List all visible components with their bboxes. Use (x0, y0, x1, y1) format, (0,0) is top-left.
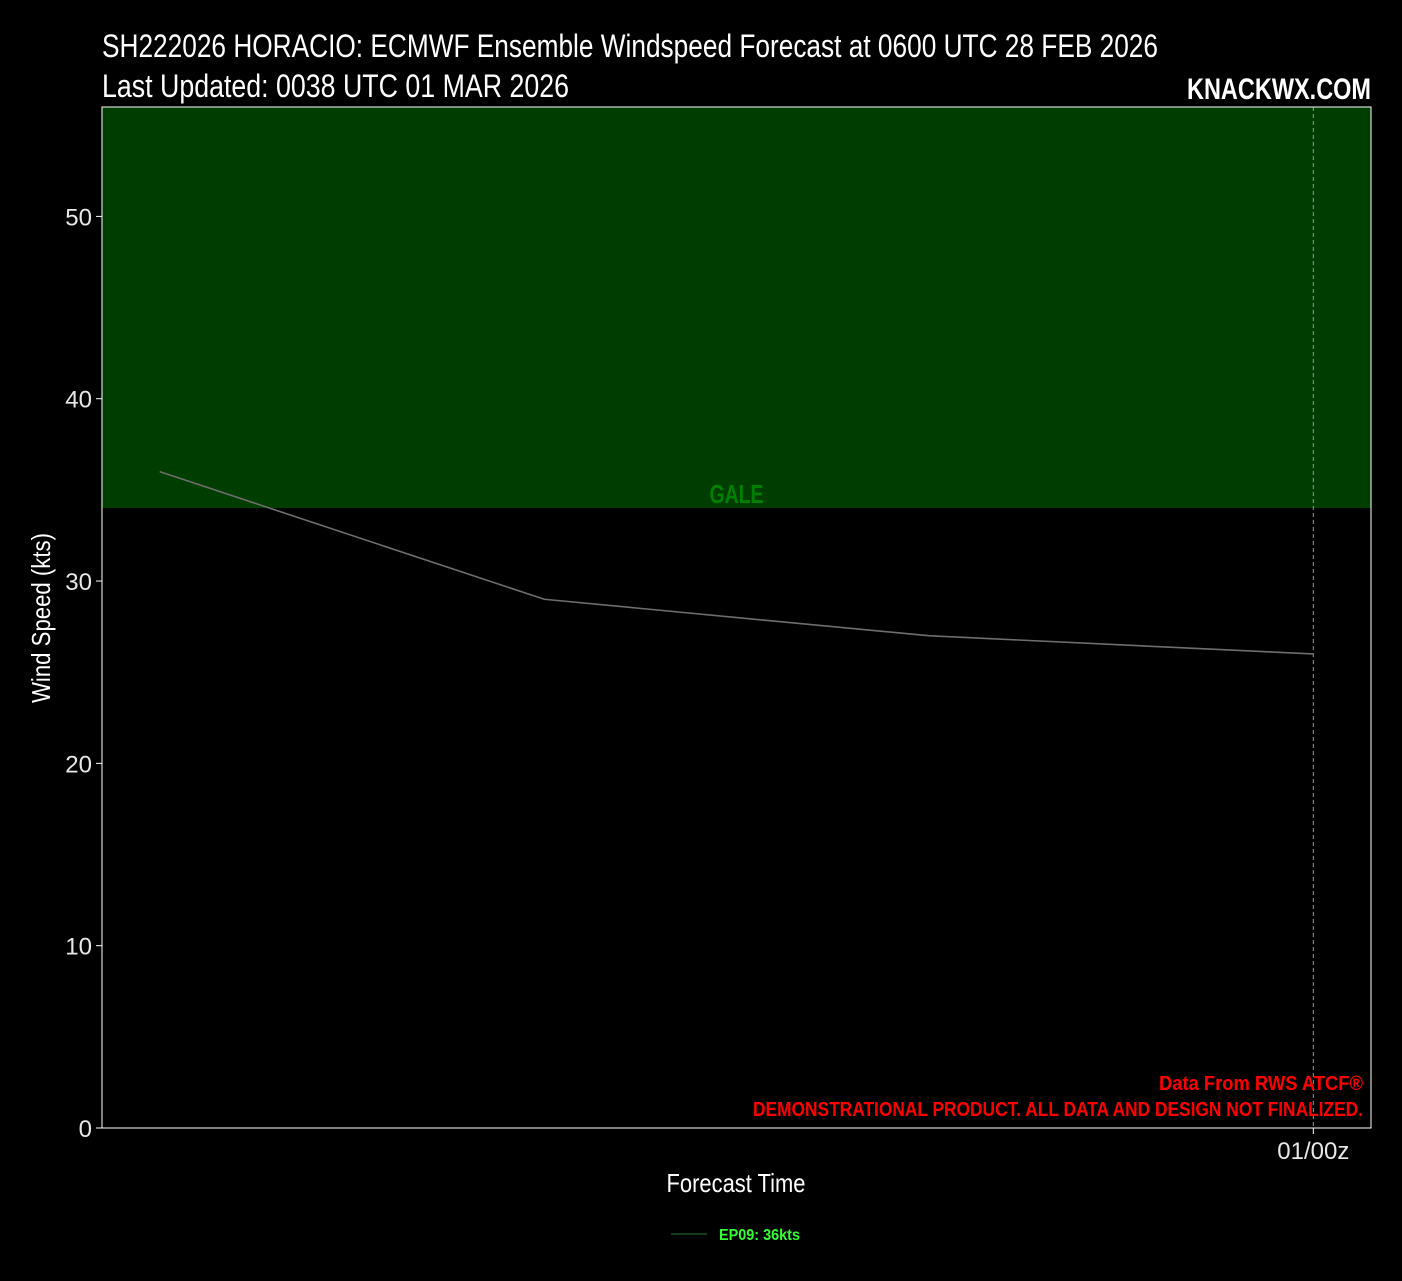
y-tick-label: 0 (79, 1116, 92, 1143)
chart-title: SH222026 HORACIO: ECMWF Ensemble Windspe… (102, 28, 1158, 64)
y-axis-label: Wind Speed (kts) (26, 533, 56, 703)
chart-subtitle: Last Updated: 0038 UTC 01 MAR 2026 (102, 68, 569, 104)
series-line (159, 470, 1314, 655)
threshold-band (102, 107, 1371, 509)
band-label: GALE (710, 479, 764, 509)
x-tick-label: 01/00z (1277, 1138, 1349, 1165)
x-axis-label: Forecast Time (667, 1168, 806, 1198)
plot-frame (101, 106, 1372, 1129)
annotation: Data From RWS ATCF® (1159, 1073, 1363, 1095)
y-tick-label: 30 (65, 569, 92, 596)
annotation: DEMONSTRATIONAL PRODUCT. ALL DATA AND DE… (753, 1099, 1363, 1121)
y-tick-label: 20 (65, 751, 92, 778)
y-tick-label: 40 (65, 387, 92, 414)
y-tick-label: 10 (65, 934, 92, 961)
brand: KNACKWX.COM (1187, 73, 1371, 106)
legend-label: EP09: 36kts (719, 1227, 800, 1244)
y-tick-label: 50 (65, 204, 92, 231)
